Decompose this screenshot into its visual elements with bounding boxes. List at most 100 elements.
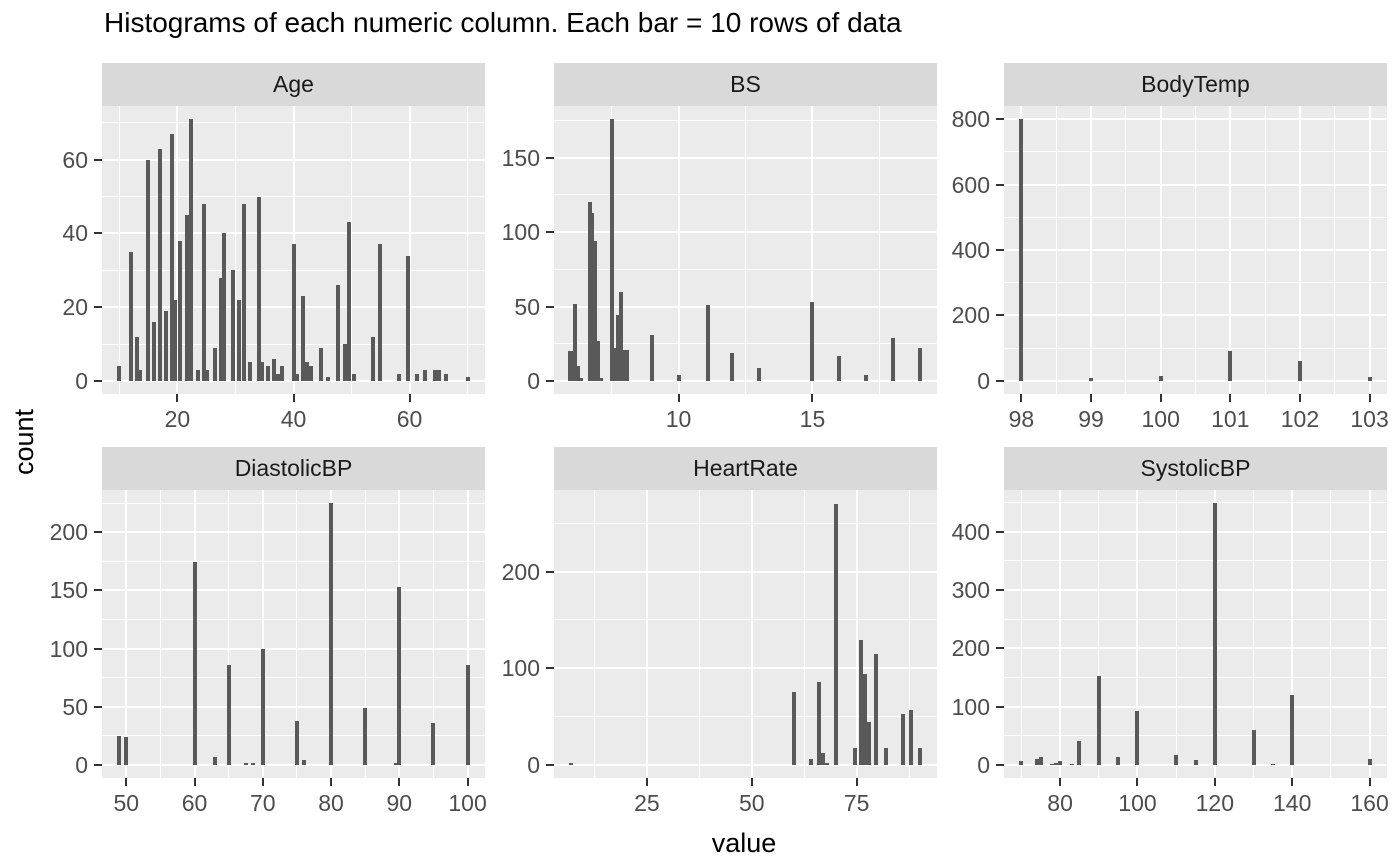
histogram-bar: [305, 362, 310, 381]
histogram-bar: [1158, 376, 1163, 381]
gridline-minor-x: [351, 106, 353, 394]
y-tick-label: 0: [977, 367, 990, 394]
histogram-bar: [1116, 757, 1121, 765]
histogram-bar: [178, 240, 183, 381]
x-axis-title: value: [711, 828, 777, 858]
histogram-bar: [917, 348, 922, 381]
gridline-minor-x: [228, 490, 230, 778]
x-tick-label: 20: [164, 406, 191, 432]
y-tick-label: 400: [951, 237, 990, 263]
y-tick-mark: [546, 763, 554, 766]
y-tick-label: 200: [49, 519, 88, 546]
gridline-major-y: [1004, 249, 1387, 251]
y-tick-label: 50: [514, 293, 540, 320]
histogram-bar: [569, 762, 574, 765]
histogram-bar: [1135, 710, 1140, 765]
x-tick-mark: [1136, 778, 1139, 786]
gridline-minor-x: [432, 490, 434, 778]
x-tick-mark: [855, 778, 858, 786]
histogram-bar: [265, 366, 270, 381]
panel-heartrate: [554, 490, 937, 778]
histogram-bar: [578, 377, 583, 381]
histogram-bar: [576, 366, 581, 381]
histogram-bar: [371, 336, 375, 381]
gridline-minor-y: [102, 618, 485, 620]
histogram-bar: [864, 374, 869, 381]
y-tick-mark: [996, 118, 1004, 121]
histogram-bar: [909, 709, 914, 765]
histogram-bar: [325, 377, 330, 381]
histogram-bar: [1251, 729, 1256, 765]
gridline-minor-x: [1020, 490, 1022, 778]
gridline-minor-x: [1253, 490, 1255, 778]
histogram-bar: [173, 299, 178, 381]
x-tick-label: 102: [1280, 406, 1320, 432]
y-tick-mark: [996, 588, 1004, 591]
y-tick-mark: [94, 589, 102, 592]
y-tick-mark: [996, 763, 1004, 766]
x-tick-mark: [677, 394, 680, 402]
histogram-bar: [301, 296, 306, 381]
gridline-major-x: [811, 106, 814, 394]
y-tick-label: 150: [501, 144, 540, 171]
gridline-minor-y: [1004, 216, 1387, 218]
histogram-bar: [169, 133, 174, 381]
gridline-major-y: [554, 667, 937, 670]
histogram-bar: [616, 315, 621, 381]
x-tick-label: 140: [1273, 790, 1312, 816]
gridline-minor-x: [234, 106, 236, 394]
y-tick-label: 600: [951, 171, 990, 198]
y-tick-mark: [94, 306, 102, 309]
gridline-minor-y: [554, 343, 937, 345]
histogram-bar: [202, 203, 207, 381]
histogram-bar: [649, 334, 654, 381]
x-tick-label: 98: [1008, 406, 1035, 432]
y-tick-mark: [94, 379, 102, 382]
x-tick-label: 101: [1211, 406, 1250, 432]
y-tick-label: 200: [951, 635, 990, 662]
gridline-minor-x: [467, 106, 469, 394]
histogram-bar: [422, 369, 427, 381]
histogram-bar: [342, 344, 347, 381]
gridline-major-x: [466, 490, 469, 778]
gridline-minor-x: [159, 490, 161, 778]
gridline-major-y: [1004, 530, 1387, 533]
gridline-minor-y: [1004, 282, 1387, 284]
histogram-bar: [431, 723, 436, 765]
histogram-bar: [1034, 759, 1039, 765]
y-tick-mark: [546, 305, 554, 308]
gridline-major-y: [1004, 763, 1387, 766]
x-tick-label: 120: [1195, 790, 1235, 816]
histogram-bar: [590, 212, 595, 381]
histogram-bar: [294, 720, 299, 765]
histogram-bar: [250, 762, 255, 765]
histogram-bar: [1054, 762, 1059, 765]
x-tick-label: 15: [799, 406, 826, 432]
histogram-bar: [226, 664, 231, 765]
gridline-minor-x: [908, 490, 910, 778]
x-tick-mark: [1020, 394, 1023, 402]
x-tick-mark: [1298, 394, 1301, 402]
x-tick-mark: [1291, 778, 1294, 786]
histogram-bar: [222, 233, 227, 381]
x-tick-label: 50: [113, 790, 140, 816]
facet-strip-bodytemp: BodyTemp: [1004, 63, 1387, 106]
x-tick-label: 25: [634, 790, 660, 816]
plot-title: Histograms of each numeric column. Each …: [104, 7, 902, 38]
y-tick-mark: [94, 705, 102, 708]
histogram-bar: [192, 562, 197, 765]
x-tick-label: 100: [1118, 790, 1157, 816]
histogram-bar: [393, 762, 398, 765]
histogram-bar: [917, 748, 922, 765]
y-tick-label: 0: [977, 751, 990, 778]
y-tick-mark: [546, 667, 554, 670]
histogram-bar: [1193, 760, 1198, 765]
gridline-major-y: [102, 158, 485, 161]
y-tick-label: 50: [62, 693, 88, 720]
x-tick-label: 60: [396, 406, 423, 432]
y-tick-mark: [996, 183, 1004, 186]
x-tick-mark: [1368, 778, 1371, 786]
x-tick-label: 40: [280, 406, 307, 432]
y-tick-label: 300: [951, 576, 990, 603]
histogram-bar: [117, 735, 122, 765]
